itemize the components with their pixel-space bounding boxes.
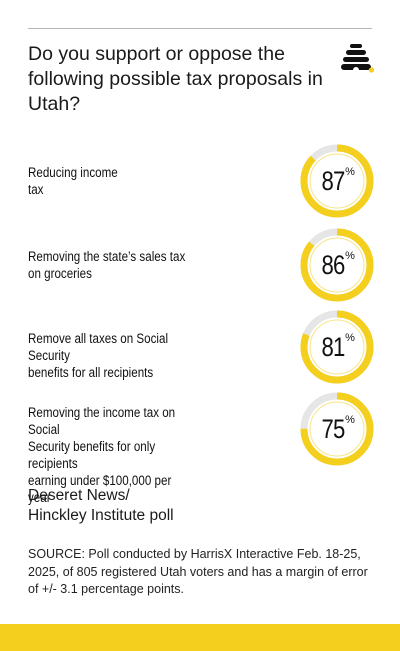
donut-arc bbox=[300, 310, 374, 384]
value-number: 87 bbox=[321, 165, 346, 196]
donut-arc bbox=[300, 144, 374, 218]
beehive-icon bbox=[341, 44, 374, 73]
value-number: 81 bbox=[321, 331, 346, 362]
donut-arc bbox=[300, 392, 374, 466]
donut-svg bbox=[300, 310, 374, 384]
donut-ring: 87% bbox=[298, 142, 376, 220]
category-label: Removing the income tax on Social Securit… bbox=[28, 404, 191, 506]
percent-sign: % bbox=[345, 414, 355, 426]
donut-svg bbox=[300, 144, 374, 218]
category-label-line: Security benefits for only recipients bbox=[28, 438, 156, 471]
category-label-line: on groceries bbox=[28, 266, 92, 281]
category-label-line: Remove all taxes on Social Security bbox=[28, 331, 169, 363]
chart-row: Removing the income tax on Social Securit… bbox=[0, 390, 400, 505]
category-label-line: Removing the income tax on Social bbox=[28, 404, 176, 437]
bottom-accent-bar bbox=[0, 624, 400, 651]
donut-svg bbox=[300, 392, 374, 466]
donut-ring: 75% bbox=[298, 390, 376, 468]
value-label: 81% bbox=[298, 308, 376, 386]
value-label: 87% bbox=[298, 142, 376, 220]
category-label: Reducing income tax bbox=[28, 164, 191, 198]
donut-ring: 86% bbox=[298, 226, 376, 304]
chart-row: Removing the state’s sales tax on groceri… bbox=[0, 226, 400, 306]
donut-arc bbox=[300, 228, 374, 302]
donut-inner-line bbox=[309, 401, 365, 457]
category-label-line: benefits for all recipients bbox=[28, 365, 154, 380]
chart-row: Remove all taxes on Social Security benef… bbox=[0, 308, 400, 388]
donut-svg bbox=[300, 228, 374, 302]
percent-sign: % bbox=[345, 332, 355, 344]
top-divider bbox=[28, 28, 372, 29]
chart-row: Reducing income tax 87% bbox=[0, 142, 400, 222]
percent-sign: % bbox=[345, 250, 355, 262]
category-label-line: earning under $100,000 per year bbox=[28, 472, 172, 505]
donut-inner-line bbox=[309, 153, 365, 209]
donut-inner-line bbox=[309, 237, 365, 293]
value-label: 86% bbox=[298, 226, 376, 304]
source-name: Deseret News/ Hinckley Institute poll bbox=[28, 486, 328, 526]
source-note: SOURCE: Poll conducted by HarrisX Intera… bbox=[28, 547, 368, 596]
percent-sign: % bbox=[345, 166, 355, 178]
chart-title: Do you support or oppose the following p… bbox=[28, 43, 323, 115]
category-label-line: Removing the state’s sales tax bbox=[28, 249, 186, 264]
category-label: Remove all taxes on Social Security benef… bbox=[28, 330, 191, 381]
category-label: Removing the state’s sales tax on groceri… bbox=[28, 248, 191, 282]
source-name-line: Deseret News/ bbox=[28, 487, 130, 504]
category-label-line: tax bbox=[28, 182, 44, 197]
donut-inner-line bbox=[309, 319, 365, 375]
category-label-line: Reducing income bbox=[28, 165, 118, 180]
donut-ring: 81% bbox=[298, 308, 376, 386]
value-label: 75% bbox=[298, 390, 376, 468]
value-number: 75 bbox=[321, 413, 346, 444]
source-name-line: Hinckley Institute poll bbox=[28, 507, 174, 524]
value-number: 86 bbox=[321, 249, 346, 280]
